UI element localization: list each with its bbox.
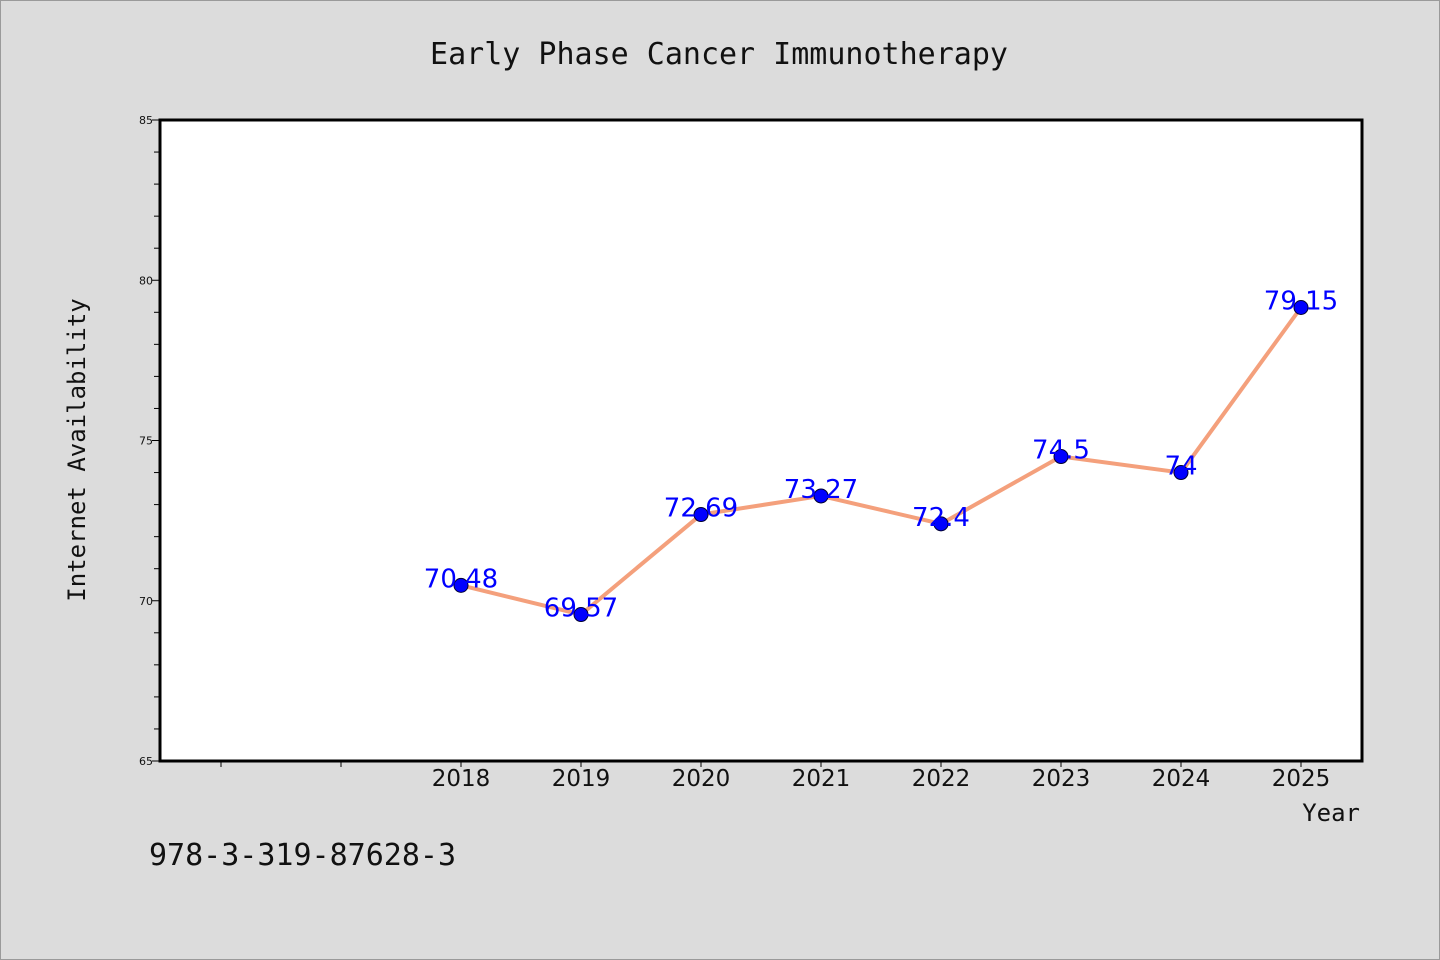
x-tick-label: 2024 — [1152, 766, 1211, 792]
data-point — [453, 577, 469, 593]
data-label: 73.27 — [784, 475, 858, 505]
data-label: 74 — [1164, 452, 1197, 482]
data-point — [573, 607, 589, 623]
x-axis-label: Year — [1302, 799, 1360, 827]
series-group: 70.48 69.57 72.69 73.27 72.4 74.5 74 79.15 — [424, 286, 1338, 623]
y-tick-label: 70 — [139, 595, 153, 608]
data-label: 74.5 — [1032, 436, 1090, 466]
x-tick-label: 2025 — [1272, 766, 1331, 792]
y-tick-label: 75 — [139, 435, 153, 448]
data-label: 72.4 — [912, 503, 970, 533]
data-label: 69.57 — [544, 594, 618, 624]
data-label: 70.48 — [424, 564, 498, 594]
x-tick-label: 2022 — [912, 766, 971, 792]
data-point — [1173, 465, 1189, 481]
data-label: 72.69 — [664, 494, 738, 524]
data-point — [933, 516, 949, 532]
x-tick-label: 2019 — [552, 766, 611, 792]
data-point — [1053, 449, 1069, 465]
data-point — [813, 488, 829, 504]
x-tick-label: 2018 — [432, 766, 491, 792]
isbn-footer: 978-3-319-87628-3 — [149, 838, 456, 873]
y-tick-label: 65 — [139, 755, 153, 768]
x-axis-ticks: 2018 2019 2020 2021 2022 2023 2024 2025 — [220, 761, 1331, 792]
y-tick-label: 85 — [139, 114, 153, 127]
data-point — [1293, 299, 1309, 315]
data-point — [693, 507, 709, 523]
chart-title: Early Phase Cancer Immunotherapy — [430, 37, 1008, 72]
series-line — [459, 305, 1303, 617]
x-tick-label: 2021 — [792, 766, 851, 792]
x-tick-label: 2020 — [672, 766, 731, 792]
x-tick-label: 2023 — [1032, 766, 1091, 792]
plot-area — [158, 118, 1364, 763]
data-label: 79.15 — [1264, 286, 1338, 316]
y-axis-label: Internet Availability — [63, 298, 91, 601]
y-tick-label: 80 — [139, 274, 153, 287]
y-axis-ticks: 65 70 75 80 85 — [139, 114, 160, 768]
